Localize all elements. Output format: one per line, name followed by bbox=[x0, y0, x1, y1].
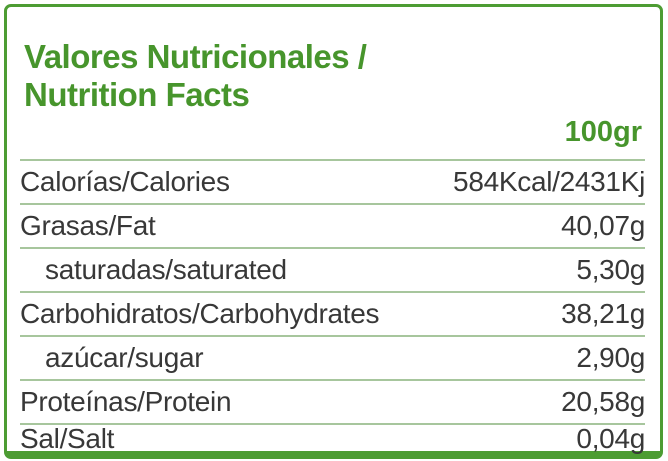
nutrient-label: saturadas/saturated bbox=[45, 254, 287, 285]
nutrient-label: Sal/Salt bbox=[20, 423, 115, 454]
nutrient-row-fat: Grasas/Fat 40,07g bbox=[20, 203, 645, 247]
nutrient-label: Calorías/Calories bbox=[20, 166, 230, 197]
nutrient-value: 2,90g bbox=[576, 342, 645, 373]
label-header: Valores Nutricionales / Nutrition Facts … bbox=[18, 7, 647, 159]
nutrient-value: 584Kcal/2431Kj bbox=[453, 166, 645, 197]
nutrient-row-saturated: saturadas/saturated 5,30g bbox=[20, 247, 645, 291]
nutrient-row-carbohydrates: Carbohidratos/Carbohydrates 38,21g bbox=[20, 291, 645, 335]
label-title: Valores Nutricionales / Nutrition Facts bbox=[24, 38, 642, 114]
nutrient-label: Proteínas/Protein bbox=[20, 386, 232, 417]
nutrient-value: 5,30g bbox=[576, 254, 645, 285]
nutrient-label: azúcar/sugar bbox=[45, 342, 204, 373]
nutrient-row-calories: Calorías/Calories 584Kcal/2431Kj bbox=[20, 159, 645, 203]
nutrient-value: 20,58g bbox=[561, 386, 645, 417]
label-title-line2: Nutrition Facts bbox=[24, 76, 250, 113]
nutrient-row-protein: Proteínas/Protein 20,58g bbox=[20, 379, 645, 423]
nutrient-value: 40,07g bbox=[561, 210, 645, 241]
nutrient-row-salt: Sal/Salt 0,04g bbox=[20, 423, 645, 454]
nutrient-label: Carbohidratos/Carbohydrates bbox=[20, 298, 380, 329]
nutrient-row-sugar: azúcar/sugar 2,90g bbox=[20, 335, 645, 379]
label-title-line1: Valores Nutricionales / bbox=[24, 38, 367, 75]
nutrient-value: 38,21g bbox=[561, 298, 645, 329]
nutrient-table: Calorías/Calories 584Kcal/2431Kj Grasas/… bbox=[18, 159, 647, 454]
nutrient-label: Grasas/Fat bbox=[20, 210, 156, 241]
nutrition-facts-label: Valores Nutricionales / Nutrition Facts … bbox=[4, 4, 663, 459]
nutrient-value: 0,04g bbox=[576, 423, 645, 454]
serving-size: 100gr bbox=[564, 116, 642, 148]
